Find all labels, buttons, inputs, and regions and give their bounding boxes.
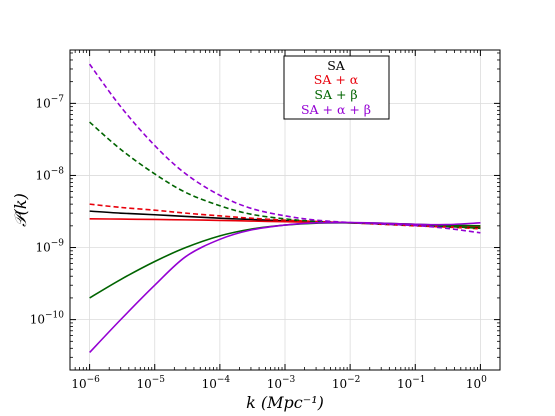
y-tick-labels: 10−10 10−9 10−8 10−7 xyxy=(30,94,65,326)
legend-entry-sa-beta: SA + β xyxy=(314,87,357,102)
series-line-1-dashed xyxy=(89,203,481,230)
series-line-6-solid xyxy=(89,221,481,354)
legend-entry-sa-alpha-beta: SA + α + β xyxy=(301,102,371,117)
legend-entry-sa-alpha: SA + α xyxy=(314,72,359,87)
plot-frame xyxy=(69,49,501,371)
major-ticks xyxy=(70,50,500,370)
y-axis-title: 𝒫(k) xyxy=(11,193,30,227)
y-tick-label: 10−10 xyxy=(30,311,65,327)
x-tick-label: 10−6 xyxy=(71,375,100,391)
x-tick-label: 10−1 xyxy=(397,375,426,391)
y-tick-label: 10−8 xyxy=(35,166,64,182)
x-tick-label: 10−3 xyxy=(267,375,296,391)
series-lines xyxy=(88,63,481,354)
legend: SA SA + α SA + β SA + α + β xyxy=(283,55,390,120)
x-tick-label: 100 xyxy=(466,375,487,391)
series-line-5-dashed xyxy=(88,63,481,234)
legend-entry-sa: SA xyxy=(327,58,346,73)
grid xyxy=(70,50,500,370)
x-tick-label: 10−5 xyxy=(136,375,165,391)
x-tick-labels: 10−6 10−5 10−4 10−3 10−2 10−1 100 xyxy=(71,375,487,391)
x-tick-label: 10−2 xyxy=(332,375,361,391)
x-axis-title: k (Mpc⁻¹) xyxy=(246,393,324,412)
y-tick-label: 10−9 xyxy=(35,239,64,255)
legend-box xyxy=(283,55,390,120)
y-tick-label: 10−7 xyxy=(35,94,64,110)
x-tick-label: 10−4 xyxy=(202,375,231,391)
